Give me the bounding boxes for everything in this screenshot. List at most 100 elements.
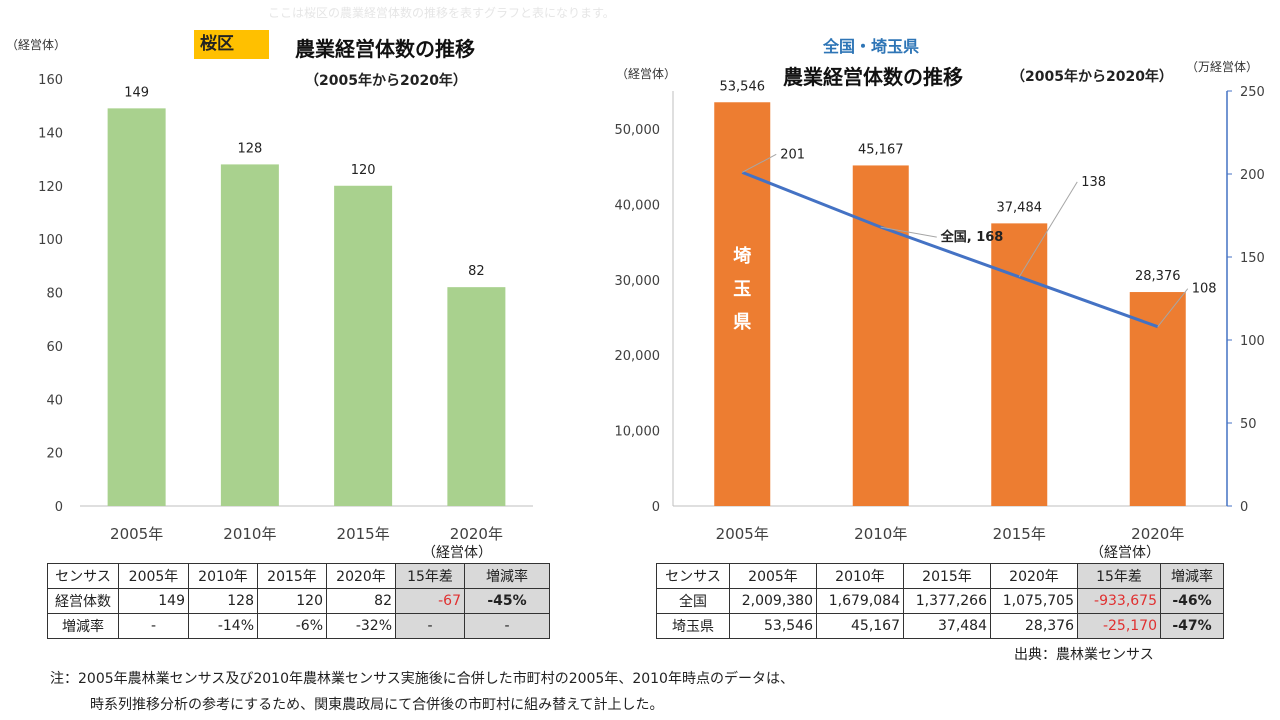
bar-series-label-char: 埼 <box>733 245 751 267</box>
left-chart-subtitle: （2005年から2020年） <box>305 73 467 89</box>
right-y-tick-label-left: 10,000 <box>615 425 661 440</box>
right-line-zenkoku <box>741 170 1159 329</box>
right-chart-blue-title: 全国・埼玉県 <box>823 37 920 56</box>
bar-series-label-char: 玉 <box>733 279 751 300</box>
right-y-axis-unit-right: （万経営体） <box>1186 60 1259 74</box>
right-bar-data-label: 53,546 <box>720 79 766 94</box>
table-cell: -6% <box>257 613 327 639</box>
table-cell: 埼玉県 <box>656 613 730 639</box>
left-bar <box>107 108 166 506</box>
left-y-tick-label: 140 <box>38 126 63 141</box>
left-y-tick-label: 60 <box>46 340 63 355</box>
bar-series-label-char: 県 <box>733 312 751 333</box>
table-header-cell: センサス <box>47 563 119 589</box>
table-cell: -46% <box>1160 588 1224 614</box>
table-cell: 増減率 <box>47 613 119 639</box>
table-cell: -45% <box>464 588 550 614</box>
left-y-tick-label: 40 <box>46 393 63 408</box>
right-table-unit: （経営体） <box>1090 545 1160 561</box>
right-y-tick-label-left: 30,000 <box>615 274 661 289</box>
left-bar-data-label: 120 <box>351 163 376 178</box>
left-bar-data-label: 149 <box>124 85 149 100</box>
right-y-tick-label-right: 50 <box>1240 417 1257 432</box>
table-header-cell: 増減率 <box>1160 563 1224 589</box>
table-header-cell: 増減率 <box>464 563 550 589</box>
right-line-data-label: 138 <box>1081 175 1106 190</box>
footnote-line-1: 注：2005年農林業センサス及び2010年農林業センサス実施後に合併した市町村の… <box>50 671 794 687</box>
table-cell: 45,167 <box>816 613 904 639</box>
table-cell: 1,075,705 <box>990 588 1078 614</box>
table-cell: - <box>464 613 550 639</box>
table-header-cell: 2010年 <box>188 563 258 589</box>
right-bar-saitama <box>714 102 771 507</box>
table-header-cell: 2005年 <box>729 563 817 589</box>
right-chart-subtitle: （2005年から2020年） <box>1011 69 1173 85</box>
right-bar-data-label: 37,484 <box>997 200 1043 215</box>
left-y-tick-label: 120 <box>38 180 63 195</box>
left-y-tick-label: 160 <box>38 73 63 88</box>
right-y-tick-label-left: 0 <box>652 500 660 515</box>
table-cell: -14% <box>188 613 258 639</box>
faint-header-text: ここは桜区の農業経営体数の推移を表すグラフと表になります。 <box>268 6 615 20</box>
table-cell: 1,377,266 <box>903 588 991 614</box>
right-bar-saitama <box>1129 292 1186 506</box>
table-cell: -47% <box>1160 613 1224 639</box>
left-bar <box>334 185 393 506</box>
right-line-data-label: 108 <box>1192 282 1217 297</box>
table-row: 埼玉県 53,546 45,167 37,484 28,376 -25,170 … <box>656 613 1224 639</box>
table-cell: -25,170 <box>1077 613 1161 639</box>
table-cell: 2,009,380 <box>729 588 817 614</box>
left-x-tick-label: 2020年 <box>450 525 503 543</box>
left-y-tick-label: 80 <box>46 287 63 302</box>
left-x-tick-label: 2015年 <box>337 525 390 543</box>
table-cell: 経営体数 <box>47 588 119 614</box>
table-cell: -67 <box>395 588 465 614</box>
source-note: 出典：農林業センサス <box>1014 647 1154 663</box>
left-y-axis-unit: （経営体） <box>6 38 67 52</box>
table-cell: 53,546 <box>729 613 817 639</box>
right-line-data-label: 全国, 168 <box>940 229 1004 245</box>
right-bar-saitama <box>991 223 1048 506</box>
table-header-cell: センサス <box>656 563 730 589</box>
table-header-cell: 15年差 <box>395 563 465 589</box>
left-data-table: センサス 2005年 2010年 2015年 2020年 15年差 増減率 経営… <box>47 563 550 639</box>
table-cell: 1,679,084 <box>816 588 904 614</box>
left-bar-chart: 0 20 40 60 80 100 120 140 160 149 2005年 128 2010年 120… <box>38 73 533 543</box>
right-y-axis-unit-left: （経営体） <box>616 67 677 81</box>
left-x-tick-label: 2010年 <box>223 525 276 543</box>
right-y-tick-label-right: 150 <box>1240 251 1265 266</box>
table-cell: 82 <box>326 588 396 614</box>
right-y-tick-label-right: 100 <box>1240 334 1265 349</box>
right-y-tick-label-right: 200 <box>1240 168 1265 183</box>
right-y-tick-label-left: 50,000 <box>615 123 661 138</box>
table-header-cell: 2015年 <box>903 563 991 589</box>
table-row: 経営体数 149 128 120 82 -67 -45% <box>47 588 550 614</box>
line-label-leader <box>742 153 777 173</box>
right-chart-title: 農業経営体数の推移 <box>783 65 963 89</box>
right-line-data-label: 201 <box>780 147 805 162</box>
left-table-unit: （経営体） <box>422 545 492 561</box>
left-chart-title: 農業経営体数の推移 <box>295 37 475 61</box>
table-header-row: センサス 2005年 2010年 2015年 2020年 15年差 増減率 <box>656 563 1224 589</box>
table-cell: 128 <box>188 588 258 614</box>
table-header-cell: 15年差 <box>1077 563 1161 589</box>
left-bar-data-label: 82 <box>468 264 485 279</box>
right-x-tick-label: 2010年 <box>854 525 907 543</box>
left-y-tick-label: 100 <box>38 233 63 248</box>
left-bar <box>447 287 506 506</box>
table-row: 全国 2,009,380 1,679,084 1,377,266 1,075,7… <box>656 588 1224 614</box>
right-x-tick-label: 2005年 <box>716 525 769 543</box>
right-bar-data-label: 45,167 <box>858 142 904 157</box>
table-cell: 37,484 <box>903 613 991 639</box>
table-cell: 28,376 <box>990 613 1078 639</box>
right-y-tick-label-right: 0 <box>1240 500 1248 515</box>
table-cell: 149 <box>118 588 189 614</box>
table-row: 増減率 - -14% -6% -32% - - <box>47 613 550 639</box>
left-bar <box>220 164 279 506</box>
ward-badge: 桜区 <box>194 30 269 59</box>
right-x-tick-label: 2020年 <box>1131 525 1184 543</box>
right-bar-data-label: 28,376 <box>1135 269 1181 284</box>
table-cell: - <box>118 613 189 639</box>
footnote-line-2: 時系列推移分析の参考にするため、関東農政局にて合併後の市町村に組み替えて計上した… <box>90 697 664 713</box>
right-combo-chart: 0 10,000 20,000 30,000 40,000 50,000 0 50 100 150… <box>615 79 1265 543</box>
